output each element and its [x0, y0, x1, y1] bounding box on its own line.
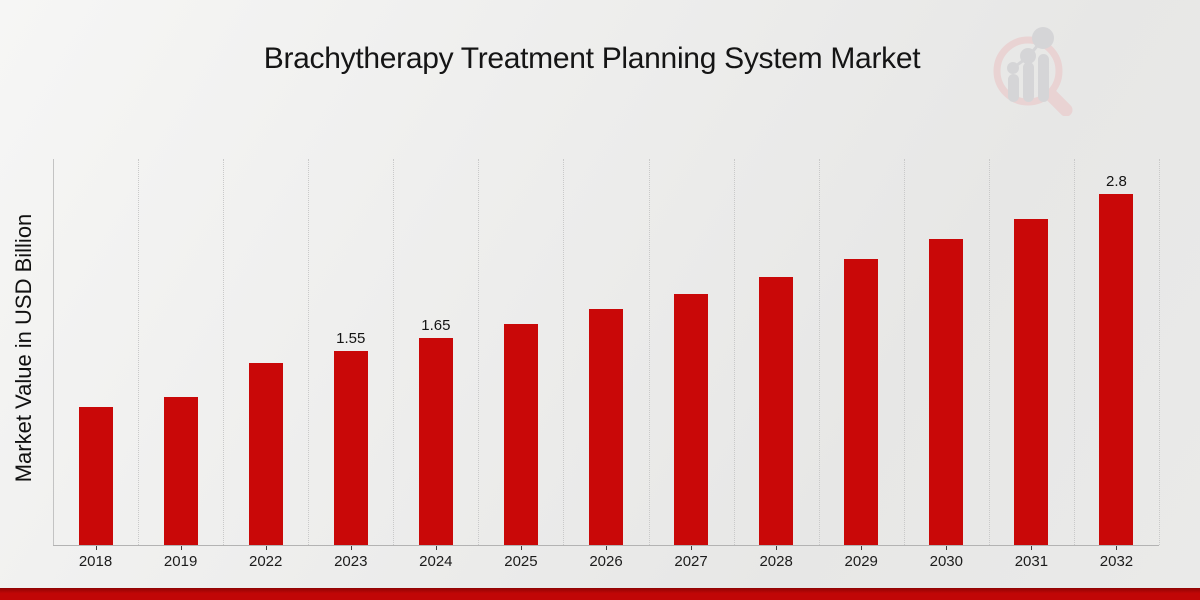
bar — [503, 324, 538, 545]
x-tick — [606, 546, 607, 550]
gridline — [393, 159, 395, 545]
x-tick-label: 2031 — [1014, 553, 1049, 570]
chart-title: Brachytherapy Treatment Planning System … — [263, 42, 921, 75]
gridline — [563, 159, 565, 545]
x-tick-label: 2023 — [334, 553, 368, 570]
x-tick — [861, 546, 863, 550]
gridline — [648, 159, 650, 545]
bar-value-label: 1.55 — [336, 330, 366, 347]
bar — [1014, 219, 1049, 545]
x-tick-label: 2028 — [759, 553, 793, 570]
x-tick — [265, 546, 267, 550]
gridline — [1159, 159, 1160, 545]
bar — [589, 309, 623, 545]
bar — [929, 239, 964, 545]
x-tick — [776, 546, 778, 550]
y-axis-line — [53, 159, 54, 545]
x-tick — [691, 546, 693, 550]
bar — [163, 397, 198, 545]
gridline — [478, 159, 480, 545]
bottom-accent-strip — [0, 588, 1200, 600]
x-tick — [520, 546, 522, 550]
bar — [248, 363, 283, 545]
x-tick-label: 2032 — [1099, 553, 1134, 570]
bar — [418, 338, 453, 545]
x-tick — [1031, 546, 1033, 550]
bar — [78, 407, 113, 545]
gridline — [733, 159, 735, 545]
gridline — [308, 159, 310, 545]
x-tick — [1116, 546, 1118, 550]
x-tick-label: 2029 — [844, 553, 878, 570]
x-tick — [180, 546, 182, 550]
x-tick — [946, 546, 948, 550]
x-tick-label: 2025 — [504, 553, 538, 570]
y-axis-label: Market Value in USD Billion — [11, 213, 36, 483]
x-tick-label: 2019 — [163, 553, 198, 570]
gridline — [138, 159, 140, 545]
gridline — [1073, 159, 1075, 545]
x-tick — [95, 546, 97, 550]
magnifier-bar-chart-watermark-icon — [993, 27, 1073, 116]
bar — [1099, 194, 1134, 545]
gridline — [903, 159, 905, 545]
bar — [333, 351, 368, 545]
x-tick-label: 2018 — [78, 553, 113, 570]
x-axis-line — [53, 545, 1159, 546]
gridline — [223, 159, 225, 545]
x-tick-label: 2030 — [929, 553, 963, 570]
bar-value-label: 2.8 — [1106, 173, 1127, 190]
bar — [759, 277, 794, 545]
x-tick-label: 2027 — [674, 553, 708, 570]
gridline — [818, 159, 820, 545]
bar-value-label: 1.65 — [421, 317, 451, 334]
x-tick-label: 2026 — [589, 553, 623, 570]
x-tick-label: 2022 — [249, 553, 283, 570]
gridline — [988, 159, 990, 545]
bar — [674, 294, 709, 545]
x-tick — [435, 546, 437, 550]
bar — [844, 259, 879, 545]
x-tick-label: 2024 — [419, 553, 453, 570]
x-tick — [350, 546, 352, 550]
